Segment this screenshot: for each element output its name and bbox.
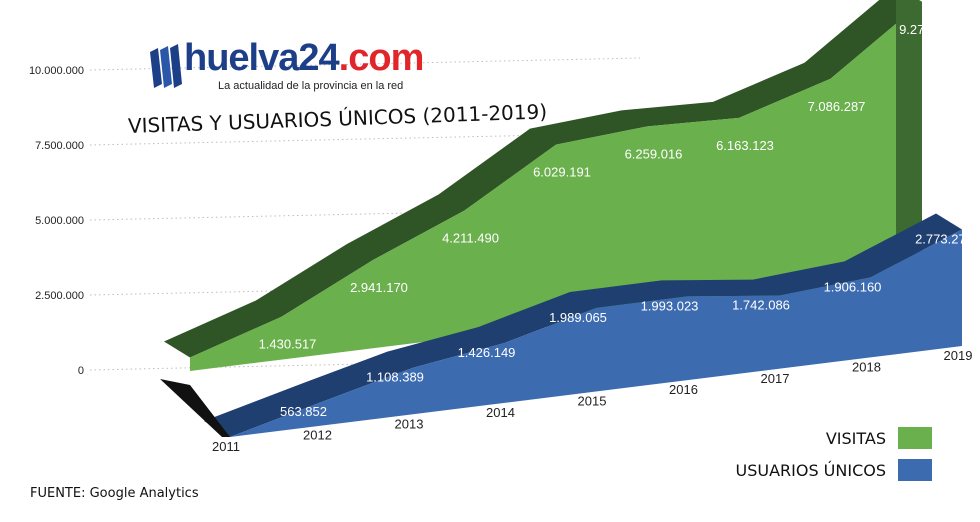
visitas-area-top xyxy=(164,0,922,358)
data-label-usuarios: 1.426.149 xyxy=(458,345,516,360)
x-tick-label: 2016 xyxy=(669,382,698,397)
y-tick-label: 7.500.000 xyxy=(35,140,84,152)
data-label-visitas: 450.194 xyxy=(173,369,220,384)
data-label-visitas: 2.941.170 xyxy=(350,280,408,295)
data-label-visitas: 6.029.191 xyxy=(533,165,591,180)
label-layer: 450.194 1.430.517 2.941.170 4.211.490 6.029.… xyxy=(173,22,973,454)
data-label-visitas: 1.430.517 xyxy=(259,337,317,352)
visitas-area-front xyxy=(190,1,922,371)
logo-number: 24 xyxy=(298,37,339,79)
source-note: FUENTE: Google Analytics xyxy=(30,486,199,501)
visitas-area-side xyxy=(896,0,922,280)
x-tick-label: 2019 xyxy=(944,348,973,363)
y-tick-label: 2.500.000 xyxy=(35,290,84,302)
area-left-edge xyxy=(160,379,230,437)
legend-label-usuarios: USUARIOS ÚNICOS xyxy=(735,460,886,480)
legend-swatch-usuarios xyxy=(898,459,932,481)
x-tick-label: 2012 xyxy=(303,428,332,443)
data-label-usuarios: 1.742.086 xyxy=(732,298,790,313)
data-label-usuarios: 1.989.065 xyxy=(549,310,607,325)
data-label-usuarios: 563.852 xyxy=(280,404,327,419)
y-tick-label: 10.000.000 xyxy=(29,65,84,77)
chart-legend: VISITAS USUARIOS ÚNICOS xyxy=(735,424,932,488)
x-tick-label: 2011 xyxy=(212,439,240,454)
logo-mark-icon xyxy=(150,44,182,88)
data-label-visitas: 6.259.016 xyxy=(625,146,683,161)
logo-tagline: La actualidad de la provincia en la red xyxy=(218,80,404,92)
gridline xyxy=(89,57,641,71)
data-label-usuarios: 2.773.270 xyxy=(915,232,973,247)
y-tick-label: 5.000.000 xyxy=(35,215,84,227)
legend-swatch-visitas xyxy=(898,427,932,449)
legend-item-visitas: VISITAS xyxy=(735,424,932,452)
huelva24-logo: huelva24.com La actualidad de la provinc… xyxy=(146,37,436,100)
gridline xyxy=(89,132,641,146)
usuarios-area-top xyxy=(204,213,962,437)
legend-item-usuarios: USUARIOS ÚNICOS xyxy=(735,456,932,484)
legend-label-visitas: VISITAS xyxy=(825,428,886,448)
data-label-usuarios: 1.108.389 xyxy=(366,370,424,385)
usuarios-area-front xyxy=(230,229,962,437)
data-label-visitas: 7.086.287 xyxy=(808,99,866,114)
logo-domain: .com xyxy=(338,37,425,79)
logo-wordmark: huelva24.com xyxy=(184,36,425,80)
data-label-usuarios: 1.906.160 xyxy=(824,279,882,294)
x-tick-label: 2014 xyxy=(486,405,515,420)
data-label-usuarios: 1.993.023 xyxy=(641,298,699,313)
data-label-visitas: 4.211.490 xyxy=(442,231,499,246)
data-label-visitas: 6.163.123 xyxy=(716,138,774,153)
x-tick-label: 2017 xyxy=(761,371,790,386)
y-tick-label: 0 xyxy=(78,365,84,377)
gridline xyxy=(89,207,641,221)
x-tick-label: 2018 xyxy=(852,359,881,374)
x-tick-label: 2015 xyxy=(578,394,607,409)
area-layer xyxy=(160,0,962,437)
x-tick-label: 2013 xyxy=(395,416,424,431)
data-label-visitas: 9.271.805 xyxy=(899,22,957,37)
logo-name: huelva xyxy=(184,37,299,79)
